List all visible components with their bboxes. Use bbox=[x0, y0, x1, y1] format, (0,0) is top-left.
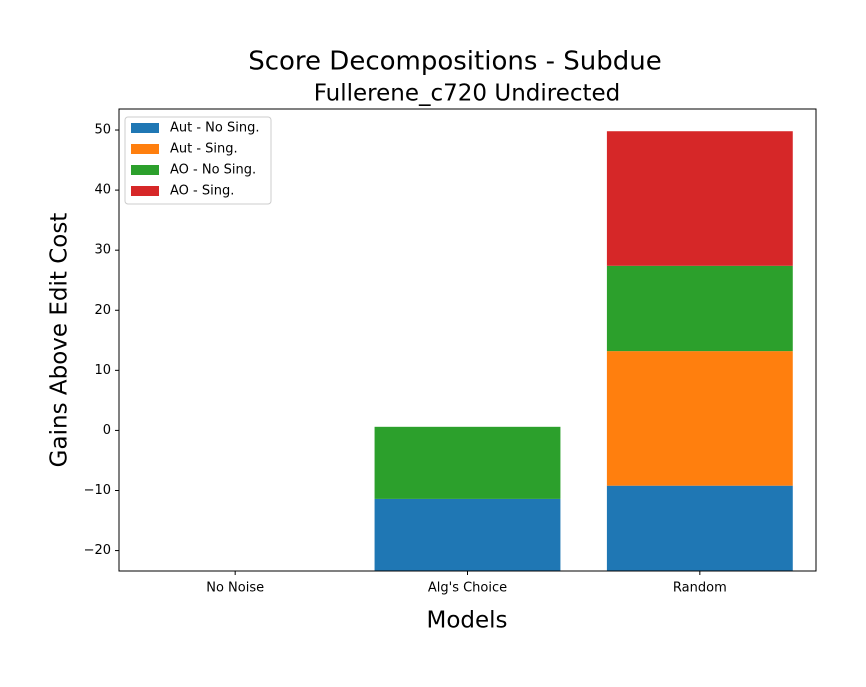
legend-label: Aut - Sing. bbox=[170, 142, 238, 157]
x-tick-label: Alg's Choice bbox=[428, 581, 507, 596]
y-axis-label: Gains Above Edit Cost bbox=[47, 213, 73, 468]
legend-swatch bbox=[131, 186, 159, 196]
legend-label: AO - Sing. bbox=[170, 184, 234, 199]
legend-swatch bbox=[131, 144, 159, 154]
legend-box bbox=[124, 116, 272, 205]
legend-swatch bbox=[131, 123, 159, 133]
y-tick-label: 10 bbox=[94, 363, 111, 378]
y-tick-label: −10 bbox=[84, 483, 111, 498]
bar-segment bbox=[606, 485, 793, 571]
legend-label: Aut - No Sing. bbox=[170, 121, 259, 136]
y-tick-label: 20 bbox=[94, 303, 111, 318]
y-tick-label: 40 bbox=[94, 183, 111, 198]
bar-segment bbox=[374, 498, 561, 571]
bar-segment bbox=[606, 351, 793, 486]
y-tick-label: 30 bbox=[94, 243, 111, 258]
chart-title: Score Decompositions - Subdue bbox=[248, 47, 662, 77]
plot-frame bbox=[118, 108, 817, 572]
y-tick-label: −20 bbox=[84, 543, 111, 558]
legend-label: AO - No Sing. bbox=[170, 163, 256, 178]
x-axis-label: Models bbox=[426, 608, 507, 634]
y-tick-label: 50 bbox=[94, 123, 111, 138]
chart-subtitle: Fullerene_c720 Undirected bbox=[314, 81, 621, 107]
x-tick-label: Random bbox=[673, 581, 727, 596]
bar-segment bbox=[606, 265, 793, 352]
y-tick-label: 0 bbox=[103, 423, 111, 438]
legend-swatch bbox=[131, 165, 159, 175]
bar-segment bbox=[374, 426, 561, 499]
bar-segment bbox=[606, 131, 793, 266]
x-tick-label: No Noise bbox=[206, 581, 264, 596]
